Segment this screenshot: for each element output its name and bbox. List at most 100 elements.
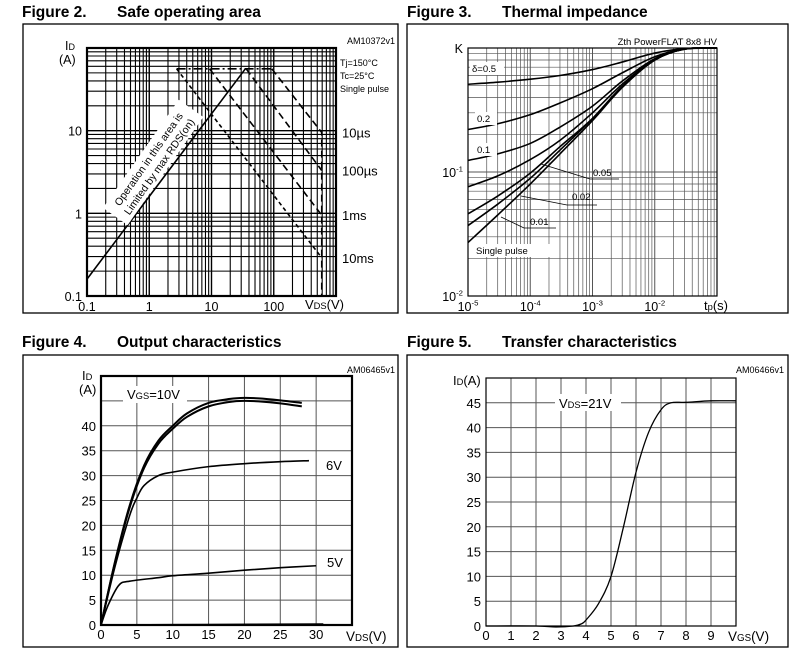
- x-tick-label: 0.1: [78, 300, 95, 314]
- figure-3-title: Thermal impedance: [502, 4, 648, 21]
- series-line-0.5: [467, 47, 718, 86]
- y-tick-label: K: [455, 42, 464, 56]
- x-tick-label: 20: [237, 627, 251, 642]
- plot-area-border: [485, 377, 737, 627]
- label-leader-line: [540, 163, 619, 180]
- series-line-Singlepulse: [467, 47, 718, 244]
- series-label: 0.05: [593, 168, 612, 179]
- y-axis-label: ID(A): [453, 373, 481, 388]
- y-axis-unit: (A): [59, 53, 76, 67]
- x-tick-label: 10-4: [520, 298, 541, 314]
- figure-4-number: Figure 4.: [22, 334, 87, 351]
- y-tick-label: 40: [467, 421, 481, 436]
- series-label: 6V: [326, 458, 342, 473]
- series-line-100s: [245, 68, 323, 171]
- figure-2-number: Figure 2.: [22, 4, 87, 21]
- series-line: [100, 623, 324, 626]
- note-background: [103, 99, 204, 226]
- figure-code: Zth PowerFLAT 8x8 HV: [618, 37, 718, 48]
- x-tick-label: 10-5: [458, 298, 479, 314]
- x-tick-label: 5: [607, 628, 614, 643]
- y-tick-label: 5: [89, 593, 96, 608]
- x-tick-label: 15: [201, 627, 215, 642]
- series-label: 0.1: [477, 145, 490, 156]
- y-axis-label: ID: [82, 368, 93, 383]
- plot-area-border: [85, 46, 338, 298]
- label-background: [555, 394, 621, 411]
- chart-2: 0.1 1 10 100 0.1 1 10 AM10372v1 VDS(V) ID(A) Tj=15…: [22, 23, 399, 314]
- label-leader-line: [520, 195, 597, 206]
- series-group: [86, 68, 323, 296]
- y-tick-label: 15: [467, 545, 481, 560]
- series-line-6V: [100, 459, 309, 626]
- x-axis-label: tp(s): [704, 298, 728, 313]
- label-background: [470, 62, 504, 75]
- x-tick-label: 30: [309, 627, 323, 642]
- series-group: [467, 47, 718, 244]
- y-tick-label: 10: [82, 568, 96, 583]
- x-tick-label: 4: [582, 628, 589, 643]
- series-line-VDS21V: [485, 400, 737, 628]
- series-label: VDS=21V: [559, 396, 612, 411]
- y-tick-label: 25: [82, 494, 96, 509]
- series-line-10s: [271, 68, 323, 296]
- series-line-5V: [100, 564, 317, 626]
- y-tick-label: 0.1: [65, 290, 82, 304]
- series-label: 100µs: [342, 163, 378, 178]
- test-condition: Tc=25°C: [340, 71, 375, 81]
- x-tick-label: 10-3: [582, 298, 603, 314]
- y-tick-label: 25: [467, 495, 481, 510]
- x-tick-label: 6: [632, 628, 639, 643]
- y-tick-label: 30: [82, 469, 96, 484]
- series-line: [86, 68, 247, 280]
- series-line: [100, 399, 302, 626]
- figure-5-number: Figure 5.: [407, 334, 472, 351]
- series-group: [485, 400, 737, 628]
- figure-4-title: Output characteristics: [117, 334, 282, 351]
- x-axis-label: VDS(V): [346, 629, 387, 644]
- figure-5-title: Transfer characteristics: [502, 334, 677, 351]
- figure-code: AM06466v1: [736, 365, 784, 375]
- label-background: [475, 112, 497, 125]
- x-tick-label: 0: [97, 627, 104, 642]
- series-label: Single pulse: [476, 246, 528, 257]
- figure-2-title: Safe operating area: [117, 4, 261, 21]
- label-background: [123, 386, 187, 403]
- y-tick-label: 20: [467, 520, 481, 535]
- y-tick-label: 10-2: [442, 288, 463, 304]
- y-tick-label: 30: [467, 470, 481, 485]
- x-tick-label: 10-2: [644, 298, 665, 314]
- series-line-1ms: [208, 68, 323, 216]
- label-background: [474, 244, 550, 257]
- chart-5: 0 1 2 3 4 5 6 7 8 9051015202530354045AM06466v1VGS…: [406, 354, 789, 648]
- label-leader-line: [500, 216, 556, 229]
- y-tick-label: 10: [467, 569, 481, 584]
- x-tick-label: 10: [165, 627, 179, 642]
- y-tick-label: 10-1: [442, 164, 463, 180]
- series-label: 5V: [327, 555, 343, 570]
- test-condition: Tj=150°C: [340, 58, 378, 68]
- x-tick-label: 0: [482, 628, 489, 643]
- x-axis-label: VDS(V): [305, 297, 344, 312]
- x-tick-label: 1: [507, 628, 514, 643]
- series-group: [100, 396, 324, 626]
- y-tick-label: 20: [82, 518, 96, 533]
- series-label: 0.01: [530, 217, 549, 228]
- figure-code: AM10372v1: [347, 36, 395, 46]
- x-tick-label: 7: [657, 628, 664, 643]
- y-tick-label: 35: [467, 445, 481, 460]
- y-tick-label: 35: [82, 444, 96, 459]
- y-tick-label: 10: [68, 125, 82, 139]
- x-tick-label: 25: [273, 627, 287, 642]
- figure-code: AM06465v1: [347, 365, 395, 375]
- chart-3: 10-5 10-4 10-3 10-2 K 10-1 10-2 Zth PowerFLAT 8…: [406, 23, 789, 314]
- chart-4: 0 5 10 15 20 25 30 0 5 10 15 20 25 30 35 40 AM06465v1 VDS…: [22, 354, 399, 648]
- y-tick-label: 1: [75, 207, 82, 221]
- label-background: [475, 143, 497, 156]
- series-label: VGS=10V: [127, 387, 180, 402]
- y-tick-label: 0: [89, 618, 96, 633]
- x-tick-label: 1: [146, 300, 153, 314]
- y-tick-label: 45: [467, 396, 481, 411]
- series-label: δ=0.5: [472, 64, 496, 75]
